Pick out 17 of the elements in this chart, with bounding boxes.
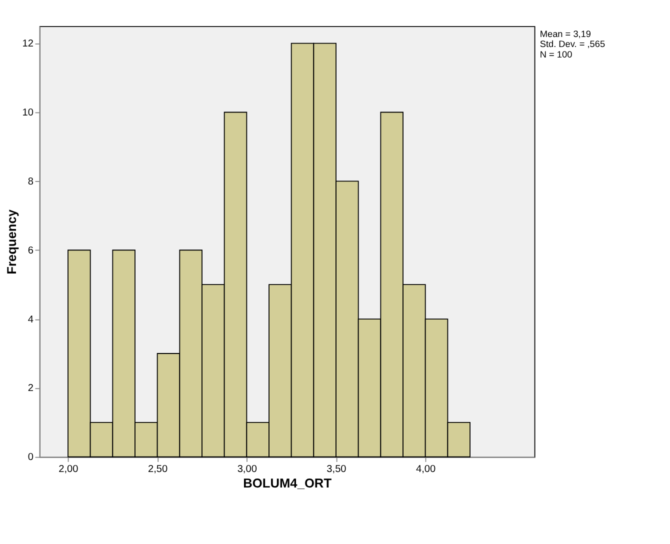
x-tick-label: 3,50 [326,464,347,476]
y-tick-label: 0 [28,452,34,464]
x-axis-title: BOLUM4_ORT [243,476,332,491]
y-axis-title: Frequency [4,208,19,274]
y-tick-label: 2 [28,383,34,394]
y-tick-label: 12 [22,38,34,50]
text: Mean = 3,19 [540,29,592,40]
y-tick-label: 8 [28,176,34,188]
x-tick-label: 4,00 [416,464,436,476]
text: Std. Dev. = ,565 [540,39,606,50]
x-tick-label: 3,00 [237,464,258,476]
x-tick-label: 2,50 [148,464,168,476]
y-tick-label: 10 [22,107,34,118]
x-tick-label: 2,00 [58,464,79,476]
y-tick-label: 4 [28,314,34,326]
y-tick-label: 6 [28,245,34,256]
text: N = 100 [540,49,572,60]
